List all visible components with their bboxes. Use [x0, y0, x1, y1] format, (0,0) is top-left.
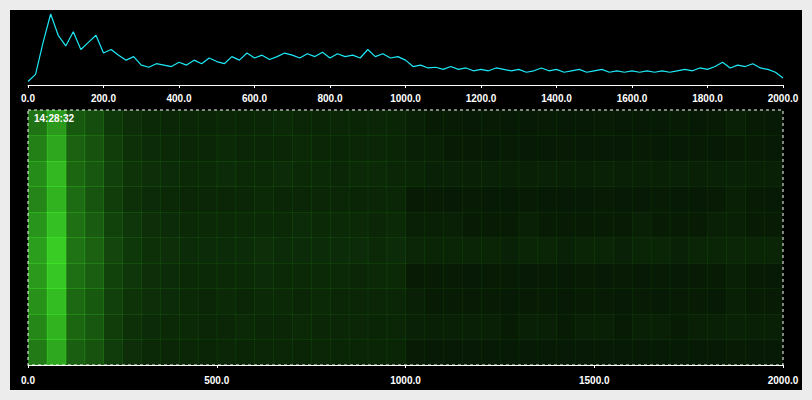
svg-text:14:28:32: 14:28:32 [34, 113, 74, 124]
svg-text:1600.0: 1600.0 [617, 93, 648, 104]
svg-text:400.0: 400.0 [166, 93, 191, 104]
svg-text:1800.0: 1800.0 [692, 93, 723, 104]
svg-text:0.0: 0.0 [21, 375, 35, 386]
svg-text:600.0: 600.0 [242, 93, 267, 104]
svg-text:1000.0: 1000.0 [390, 375, 421, 386]
svg-text:2000.0: 2000.0 [768, 375, 799, 386]
svg-text:0.0: 0.0 [21, 93, 35, 104]
svg-text:500.0: 500.0 [204, 375, 229, 386]
svg-text:800.0: 800.0 [317, 93, 342, 104]
svg-text:1000.0: 1000.0 [390, 93, 421, 104]
svg-text:200.0: 200.0 [91, 93, 116, 104]
svg-text:1400.0: 1400.0 [541, 93, 572, 104]
svg-text:1200.0: 1200.0 [466, 93, 497, 104]
svg-text:1500.0: 1500.0 [579, 375, 610, 386]
svg-text:2000.0: 2000.0 [768, 93, 799, 104]
